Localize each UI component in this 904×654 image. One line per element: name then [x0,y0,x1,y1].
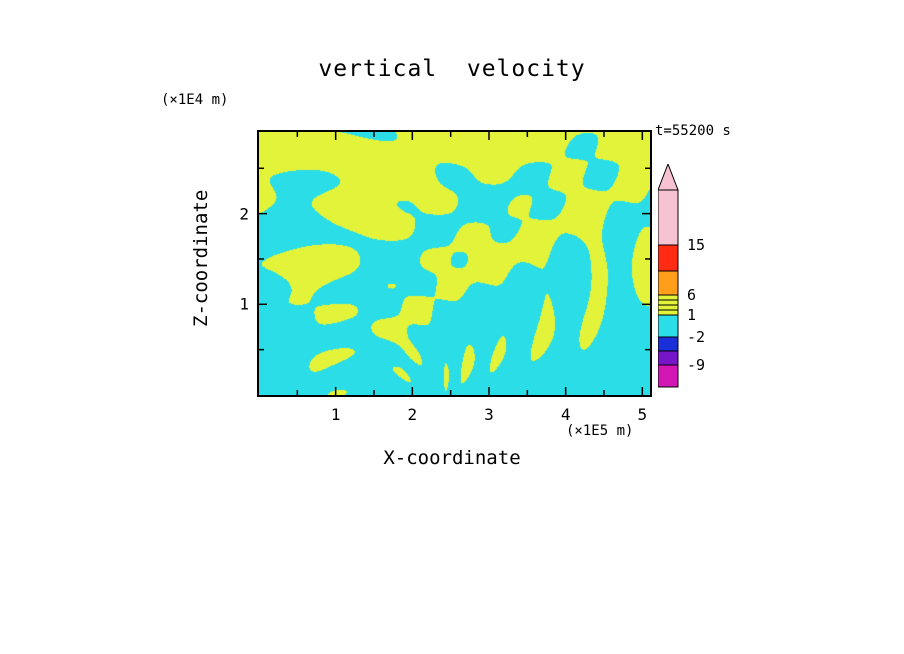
colorbar-segment [658,336,679,352]
colorbar-segment [658,364,679,388]
colorbar-segment [658,304,679,311]
colorbar-segment [658,294,679,301]
x-tick-label: 1 [330,405,341,424]
x-axis-units: (×1E5 m) [566,423,634,439]
colorbar-segment [658,189,679,246]
colorbar-segment [658,350,679,366]
colorbar-segment [658,299,679,306]
colorbar-segment [658,314,679,338]
timestamp-label: t=55200 s [655,123,731,139]
colorbar-label: 6 [687,286,696,304]
chart-title: vertical velocity [318,56,586,82]
colorbar-label: 15 [687,236,705,254]
plot-area [257,130,652,397]
y-axis-units: (×1E4 m) [161,92,229,108]
colorbar: 15 6 1 -2 -9 [658,164,705,388]
colorbar-segment [658,309,679,316]
x-axis-label: X-coordinate [383,447,521,469]
colorbar-label: -2 [687,328,705,346]
colorbar-arrow-icon [658,164,679,191]
x-tick-label: 4 [560,405,571,424]
y-tick-label: 1 [239,294,249,314]
axis-ticks [259,132,650,395]
colorbar-segment [658,270,679,296]
colorbar-label: -9 [687,356,705,374]
z-axis-label: Z-coordinate [190,189,212,327]
x-tick-label: 5 [637,405,648,424]
colorbar-segment [658,244,679,272]
velocity-field-heatmap [259,132,650,395]
colorbar-label: 1 [687,306,696,324]
x-tick-label: 3 [484,405,494,424]
x-tick-label: 2 [407,405,418,424]
y-tick-label: 2 [239,204,249,224]
